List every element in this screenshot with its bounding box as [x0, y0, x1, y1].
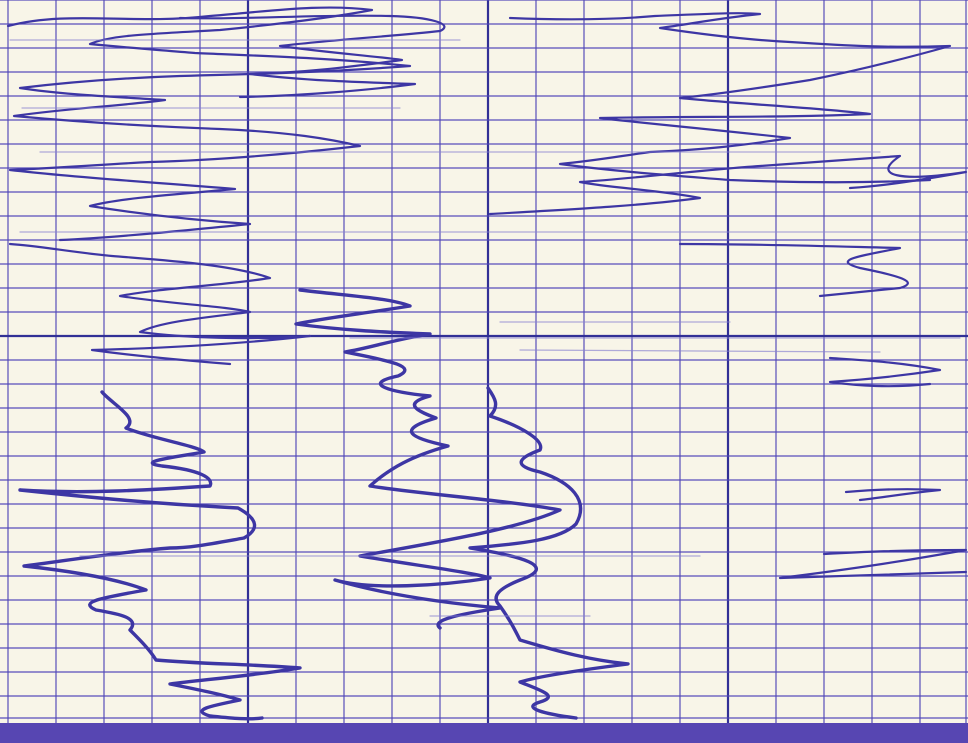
pen-traces [6, 6, 968, 721]
right-upper-trace [508, 12, 952, 184]
center-wave-trace [294, 288, 562, 630]
bottom-strip [0, 723, 968, 743]
right-side-trace [678, 242, 909, 298]
far-right-trace [828, 356, 942, 388]
far-right-lower-trace [844, 488, 942, 502]
left-lower-trace [18, 390, 302, 721]
vertical-grid-lines [7, 0, 967, 725]
upper-middle-trace [178, 14, 446, 99]
faint-horizontal-trace [9, 39, 968, 617]
far-right-bottom-trace [778, 548, 968, 580]
grid [0, 0, 968, 725]
center-lower-trace [468, 386, 630, 720]
mid-left-lower-trace [8, 242, 312, 366]
upper-left-trace [6, 6, 412, 242]
right-middle-trace [488, 154, 968, 216]
horizontal-grid-lines [0, 0, 968, 719]
